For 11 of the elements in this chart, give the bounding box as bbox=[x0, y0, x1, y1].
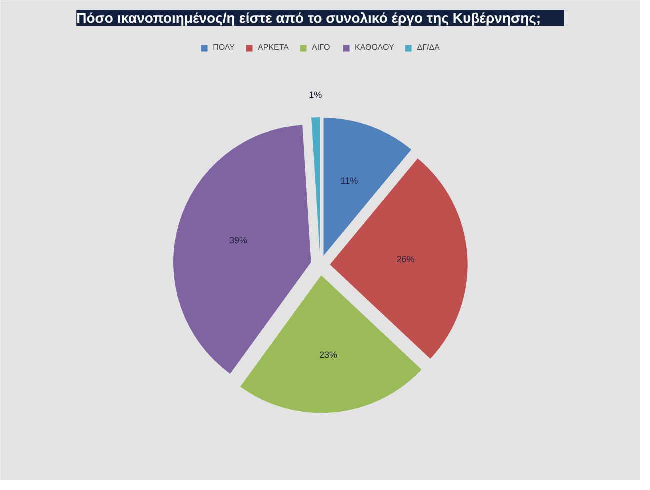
legend-label: ΛΙΓΟ bbox=[312, 43, 332, 52]
data-label: 26% bbox=[396, 254, 415, 265]
chart-title: Πόσο ικανοποιημένος/η είστε από το συνολικό έργο της Κυβέρνησης; bbox=[76, 10, 542, 26]
legend-label: ΔΓ/ΔΑ bbox=[417, 43, 440, 52]
data-label: 11% bbox=[340, 176, 358, 186]
data-label: 39% bbox=[230, 235, 248, 246]
legend-label: ΠΟΛΥ bbox=[213, 43, 236, 52]
data-label: 1% bbox=[309, 90, 322, 100]
legend-label: ΚΑΘΟΛΟΥ bbox=[355, 43, 394, 52]
data-label: 23% bbox=[320, 350, 338, 360]
legend-label: ΑΡΚΕΤΑ bbox=[258, 43, 289, 52]
